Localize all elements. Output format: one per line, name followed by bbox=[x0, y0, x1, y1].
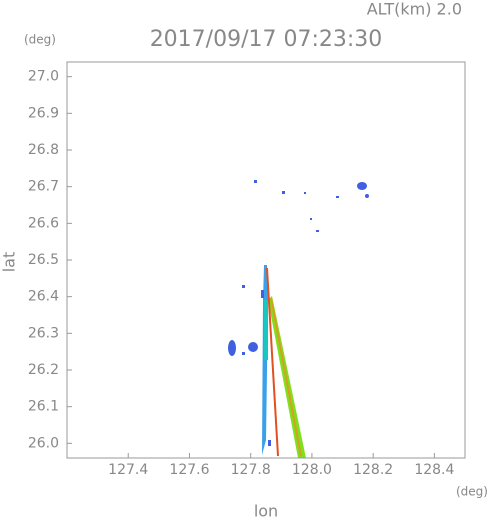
chart-title: 2017/09/17 07:23:30 bbox=[150, 27, 383, 52]
echo bbox=[357, 182, 367, 190]
y-tick-label: 26.4 bbox=[28, 289, 59, 305]
echo bbox=[268, 440, 271, 446]
echo bbox=[282, 191, 285, 194]
echo bbox=[266, 267, 279, 457]
y-tick-label: 26.0 bbox=[28, 435, 59, 451]
echo bbox=[304, 192, 306, 194]
x-axis-label: lon bbox=[254, 502, 278, 521]
echo bbox=[365, 194, 369, 198]
echoes bbox=[228, 180, 369, 458]
y-tick-label: 27.0 bbox=[28, 69, 59, 85]
y-axis-label: lat bbox=[0, 252, 19, 273]
x-unit: (deg) bbox=[456, 485, 488, 499]
echo bbox=[310, 218, 312, 220]
x-tick-label: 128.2 bbox=[353, 462, 393, 478]
subtitle: ALT(km) 2.0 bbox=[367, 0, 462, 19]
x-tick-label: 127.6 bbox=[169, 462, 209, 478]
echo bbox=[336, 196, 339, 198]
y-tick-label: 26.8 bbox=[28, 142, 59, 158]
echo bbox=[242, 285, 245, 288]
y-unit: (deg) bbox=[24, 33, 56, 47]
x-tick-label: 128.0 bbox=[292, 462, 332, 478]
echo bbox=[316, 230, 319, 232]
echo bbox=[270, 297, 302, 457]
echo bbox=[248, 342, 258, 352]
y-tick-label: 26.1 bbox=[28, 399, 59, 415]
x-tick-label: 127.4 bbox=[108, 462, 148, 478]
y-tick-label: 26.3 bbox=[28, 325, 59, 341]
y-tick-label: 26.7 bbox=[28, 179, 59, 195]
y-tick-label: 26.5 bbox=[28, 252, 59, 268]
y-tick-label: 26.9 bbox=[28, 105, 59, 121]
y-tick-label: 26.2 bbox=[28, 362, 59, 378]
y-tick-label: 26.6 bbox=[28, 215, 59, 231]
echo bbox=[254, 180, 257, 183]
echo bbox=[264, 300, 268, 360]
echo bbox=[228, 340, 236, 356]
echo bbox=[242, 352, 245, 355]
echo bbox=[261, 290, 264, 298]
x-tick-label: 127.8 bbox=[231, 462, 271, 478]
x-tick-label: 128.4 bbox=[414, 462, 454, 478]
